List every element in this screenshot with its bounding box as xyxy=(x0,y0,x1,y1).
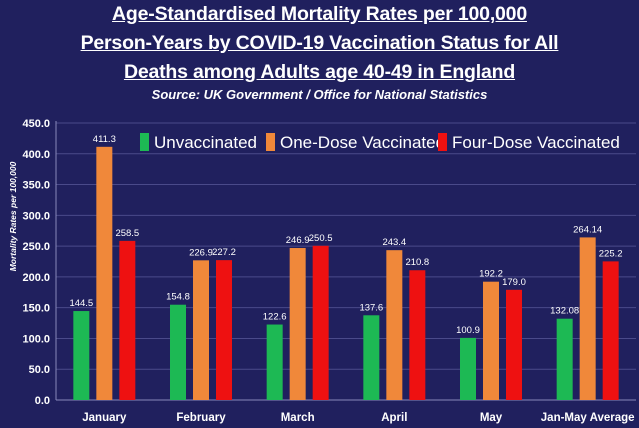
legend-swatch xyxy=(266,133,275,151)
y-tick-label: 450.0 xyxy=(22,118,50,130)
data-label: 226.9 xyxy=(189,247,213,258)
bar-four-dose-vaccinated-0 xyxy=(119,240,136,400)
bar-four-dose-vaccinated-2 xyxy=(312,245,329,400)
x-category-label: May xyxy=(480,412,503,424)
bar-one-dose-vaccinated-4 xyxy=(483,281,499,400)
bar-unvaccinated-2 xyxy=(266,324,283,400)
legend-swatch xyxy=(140,133,149,151)
y-tick-label: 100.0 xyxy=(22,333,50,345)
bar-one-dose-vaccinated-1 xyxy=(193,260,209,400)
title-block: Age-Standardised Mortality Rates per 100… xyxy=(0,0,639,103)
chart-title-line-1: Age-Standardised Mortality Rates per 100… xyxy=(112,3,527,25)
bar-four-dose-vaccinated-3 xyxy=(409,270,426,400)
y-tick-label: 200.0 xyxy=(22,272,50,284)
data-label: 210.8 xyxy=(405,257,429,268)
data-label: 243.4 xyxy=(382,237,406,248)
y-tick-label: 300.0 xyxy=(22,210,50,222)
y-tick-label: 150.0 xyxy=(22,303,50,315)
data-label: 132.08 xyxy=(550,306,579,317)
bar-one-dose-vaccinated-5 xyxy=(579,237,596,400)
data-label: 225.2 xyxy=(599,248,623,259)
data-label: 144.5 xyxy=(69,298,93,309)
data-label: 227.2 xyxy=(212,247,236,258)
y-axis-title: Mortality Rates per 100,000 xyxy=(8,161,18,271)
legend-swatch xyxy=(438,133,447,151)
bar-four-dose-vaccinated-4 xyxy=(506,289,522,400)
data-label: 154.8 xyxy=(166,292,190,303)
y-tick-label: 0.0 xyxy=(35,395,50,407)
chart-subtitle: Source: UK Government / Office for Natio… xyxy=(151,87,488,102)
data-label: 246.9 xyxy=(286,235,310,246)
chart-title-line-3: Deaths among Adults age 40-49 in England xyxy=(123,61,516,83)
bar-four-dose-vaccinated-1 xyxy=(216,260,232,400)
y-tick-label: 250.0 xyxy=(22,241,50,253)
bar-one-dose-vaccinated-0 xyxy=(96,146,113,400)
y-tick-label: 350.0 xyxy=(22,180,50,192)
x-category-label: February xyxy=(176,412,226,424)
bar-one-dose-vaccinated-3 xyxy=(386,250,403,400)
bar-four-dose-vaccinated-5 xyxy=(602,261,619,400)
data-label: 258.5 xyxy=(115,228,139,239)
y-tick-label: 400.0 xyxy=(22,149,50,161)
data-label: 250.5 xyxy=(309,233,333,244)
legend-label: Unvaccinated xyxy=(154,133,257,152)
bar-unvaccinated-1 xyxy=(170,304,186,400)
chart-title-line-2: Person-Years by COVID-19 Vaccination Sta… xyxy=(80,32,559,54)
bar-unvaccinated-5 xyxy=(556,318,573,400)
bar-unvaccinated-4 xyxy=(460,337,476,400)
legend-label: One-Dose Vaccinated xyxy=(280,133,445,152)
x-category-label: Jan-May Average xyxy=(541,412,635,424)
bar-one-dose-vaccinated-2 xyxy=(289,248,306,400)
x-category-label: January xyxy=(82,412,127,424)
legend-label: Four-Dose Vaccinated xyxy=(452,133,620,152)
x-category-label: April xyxy=(381,412,407,424)
data-label: 192.2 xyxy=(479,269,503,280)
bar-unvaccinated-0 xyxy=(73,311,90,400)
x-category-label: March xyxy=(281,412,315,424)
data-label: 137.6 xyxy=(359,302,383,313)
data-label: 122.6 xyxy=(263,312,287,323)
data-label: 100.9 xyxy=(456,325,480,336)
data-label: 264.14 xyxy=(573,224,602,235)
data-label: 411.3 xyxy=(93,134,116,145)
y-tick-label: 50.0 xyxy=(29,364,50,376)
data-label: 179.0 xyxy=(502,277,526,288)
bar-unvaccinated-3 xyxy=(363,315,380,400)
